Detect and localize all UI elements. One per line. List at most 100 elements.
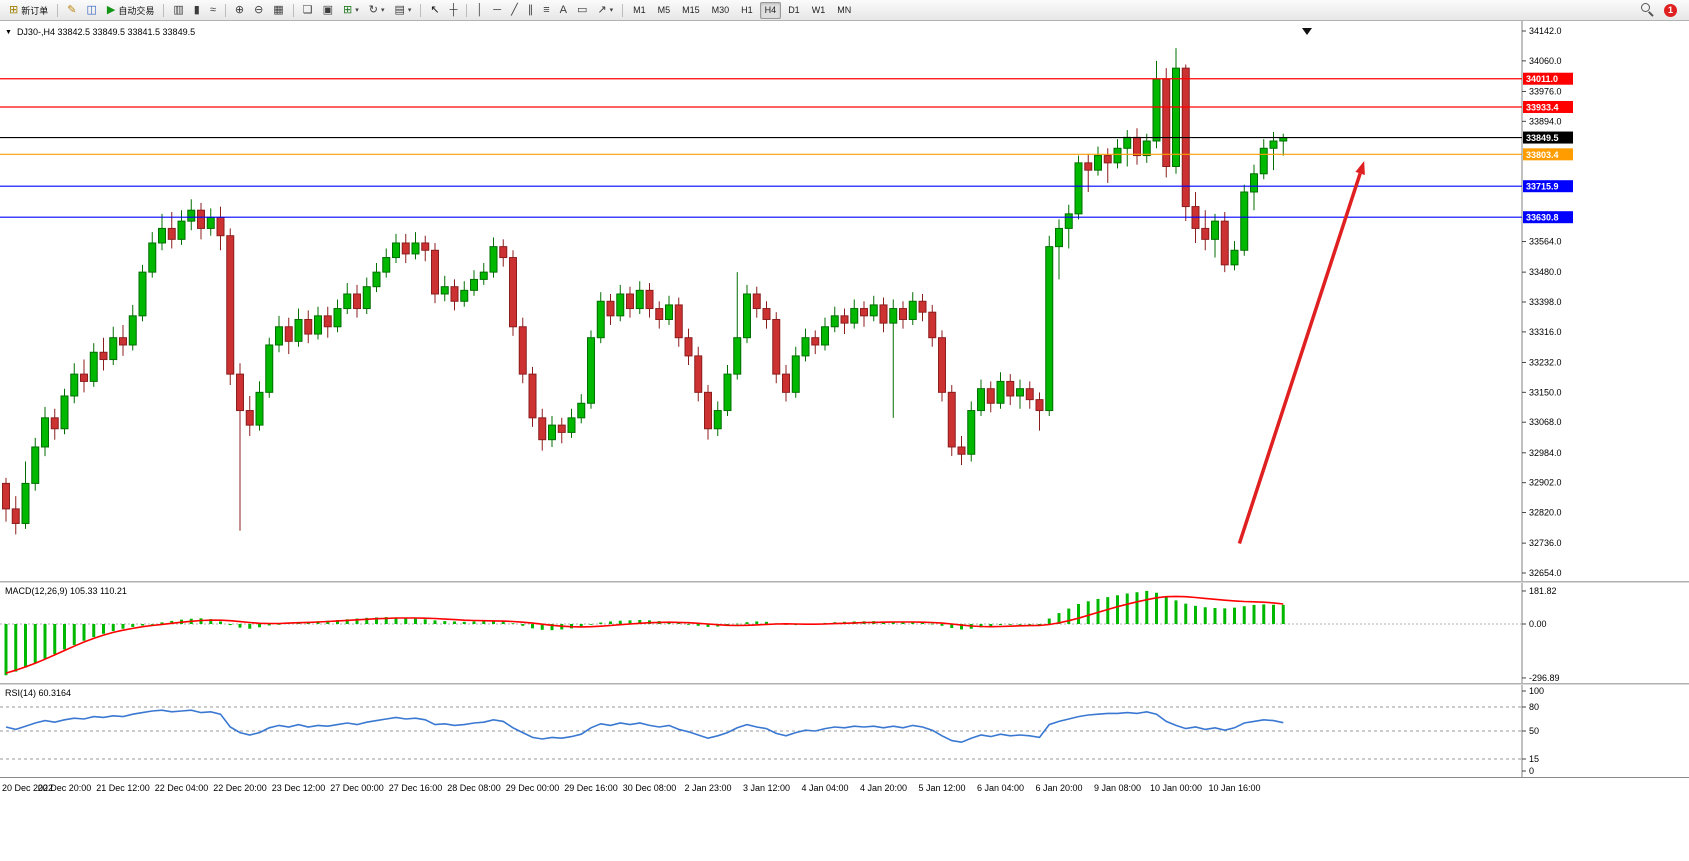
text-icon: A: [559, 3, 567, 16]
arrange-windows-button[interactable]: ▣: [319, 2, 337, 19]
one-click-trading-toggle-icon[interactable]: ▼: [5, 28, 12, 36]
auto-trading-icon: ▶: [106, 3, 116, 16]
fibonacci-button[interactable]: ≡: [539, 2, 553, 19]
zoom-out-button[interactable]: ⊖: [250, 2, 267, 19]
candle: [255, 381, 264, 431]
crosshair-button[interactable]: ┼: [446, 2, 462, 19]
price-line-badge: 33933.4: [1523, 100, 1573, 113]
candle: [470, 270, 478, 296]
svg-text:33068.0: 33068.0: [1529, 417, 1562, 427]
text-label-button[interactable]: ▭: [573, 2, 591, 19]
main-chart-canvas[interactable]: 34142.0 34060.0 33976.0 33894.0 33564.0 33480…: [0, 21, 1689, 581]
timeframe-M15[interactable]: M15: [677, 2, 705, 19]
zoom-in-icon: ⊕: [234, 3, 245, 16]
time-label: 28 Dec 08:00: [447, 783, 501, 793]
candle: [918, 293, 927, 322]
svg-text:34011.0: 34011.0: [1526, 74, 1558, 84]
macd-pane: MACD(12,26,9) 105.33 110.21 181.82 0.00 -2…: [0, 583, 1689, 683]
macd-bar: [1096, 598, 1100, 624]
candlestick-chart-button[interactable]: ▮: [190, 2, 204, 19]
macd-bar: [472, 621, 476, 624]
metaeditor-button[interactable]: ✎: [63, 2, 80, 19]
rsi-canvas[interactable]: 100 80 50 15 0: [0, 685, 1689, 777]
arrows-button[interactable]: ↗ ▾: [593, 2, 617, 19]
scroll-to-end-icon[interactable]: [1302, 28, 1312, 35]
macd-bar: [940, 624, 944, 626]
candle: [440, 275, 449, 302]
arrows-icon: ↗: [597, 3, 607, 16]
time-label: 22 Dec 04:00: [154, 783, 209, 793]
macd-bar: [1252, 604, 1256, 624]
channel-button[interactable]: ∥: [524, 2, 538, 19]
timeframe-MN[interactable]: MN: [832, 2, 856, 19]
svg-text:-296.89: -296.89: [1529, 673, 1560, 683]
toolbar-separator: [292, 3, 294, 17]
time-label: 6 Jan 04:00: [976, 783, 1025, 793]
pane-separator[interactable]: [0, 581, 1689, 583]
svg-text:33894.0: 33894.0: [1529, 116, 1562, 126]
macd-bar: [1135, 592, 1139, 624]
candle: [957, 436, 966, 466]
timeframe-W1[interactable]: W1: [807, 2, 831, 19]
candle: [860, 301, 868, 327]
tile-windows-button[interactable]: ▦: [269, 2, 287, 19]
price-line-badge: 33803.4: [1523, 148, 1573, 161]
trend-arrow[interactable]: [1237, 161, 1365, 545]
macd-bar: [170, 620, 174, 624]
timeframe-M1[interactable]: M1: [628, 2, 651, 19]
candle: [343, 283, 352, 315]
chart-settings-button[interactable]: ▤ ▾: [390, 2, 415, 19]
toolbar-separator: [420, 3, 422, 17]
macd-bar: [238, 624, 242, 628]
candle: [1250, 164, 1258, 211]
trendline-button[interactable]: ╱: [507, 2, 522, 19]
candle: [626, 286, 634, 318]
timeframe-M5[interactable]: M5: [653, 2, 676, 19]
timeframe-M30[interactable]: M30: [707, 2, 735, 19]
new-order-button[interactable]: ⊞ 新订单: [5, 2, 52, 19]
macd-bar: [219, 621, 222, 624]
time-label: 27 Dec 16:00: [388, 783, 443, 793]
candle: [1172, 48, 1180, 174]
pane-separator[interactable]: [0, 683, 1689, 685]
profiles-button[interactable]: ↻ ▾: [365, 2, 389, 19]
bar-chart-button[interactable]: ▥: [169, 2, 187, 19]
new-chart-button[interactable]: ⊞ ▾: [339, 2, 363, 19]
search-handle: [1648, 11, 1654, 17]
macd-canvas[interactable]: 181.82 0.00 -296.89: [0, 583, 1689, 683]
text-button[interactable]: A: [556, 2, 571, 19]
auto-trading-button[interactable]: ▶ 自动交易: [103, 2, 158, 19]
svg-text:32984.0: 32984.0: [1529, 448, 1562, 458]
macd-bar: [1008, 624, 1012, 625]
time-axis[interactable]: 20 Dec 2022 20 Dec 20:00 21 Dec 12:00 22 De…: [0, 777, 1689, 799]
data-window-button[interactable]: ◫: [82, 2, 100, 19]
time-label: 27 Dec 00:00: [330, 783, 384, 793]
macd-bar: [1242, 606, 1246, 624]
horizontal-line-button[interactable]: ─: [489, 2, 505, 19]
time-label: 4 Jan 04:00: [801, 783, 849, 793]
candle: [616, 284, 625, 322]
timeframe-D1[interactable]: D1: [783, 2, 805, 19]
candle: [177, 210, 186, 245]
candle: [967, 401, 976, 462]
line-chart-button[interactable]: ≈: [206, 2, 220, 19]
cascade-windows-button[interactable]: ❏: [299, 2, 317, 19]
candle: [704, 385, 712, 440]
macd-bar: [1047, 618, 1051, 624]
candle: [294, 308, 303, 347]
vertical-line-button[interactable]: │: [472, 2, 487, 19]
candle: [743, 284, 751, 344]
cursor-button[interactable]: ↖: [426, 2, 443, 19]
timeframe-H4[interactable]: H4: [759, 1, 782, 19]
zoom-in-button[interactable]: ⊕: [231, 2, 248, 19]
rsi-pane: RSI(14) 60.3164 100 80 50 15 0: [0, 685, 1689, 777]
candle: [1094, 146, 1102, 176]
candle: [1006, 374, 1015, 406]
search-icon[interactable]: [1640, 3, 1654, 17]
candle: [713, 401, 722, 437]
macd-bar: [365, 617, 369, 624]
candle: [869, 295, 878, 322]
notification-badge[interactable]: 1: [1664, 3, 1677, 17]
timeframe-H1[interactable]: H1: [736, 2, 758, 19]
candle: [1240, 184, 1249, 256]
